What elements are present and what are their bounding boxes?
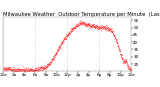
Text: Milwaukee Weather  Outdoor Temperature per Minute  (Last 24 Hours): Milwaukee Weather Outdoor Temperature pe… [3,12,160,17]
